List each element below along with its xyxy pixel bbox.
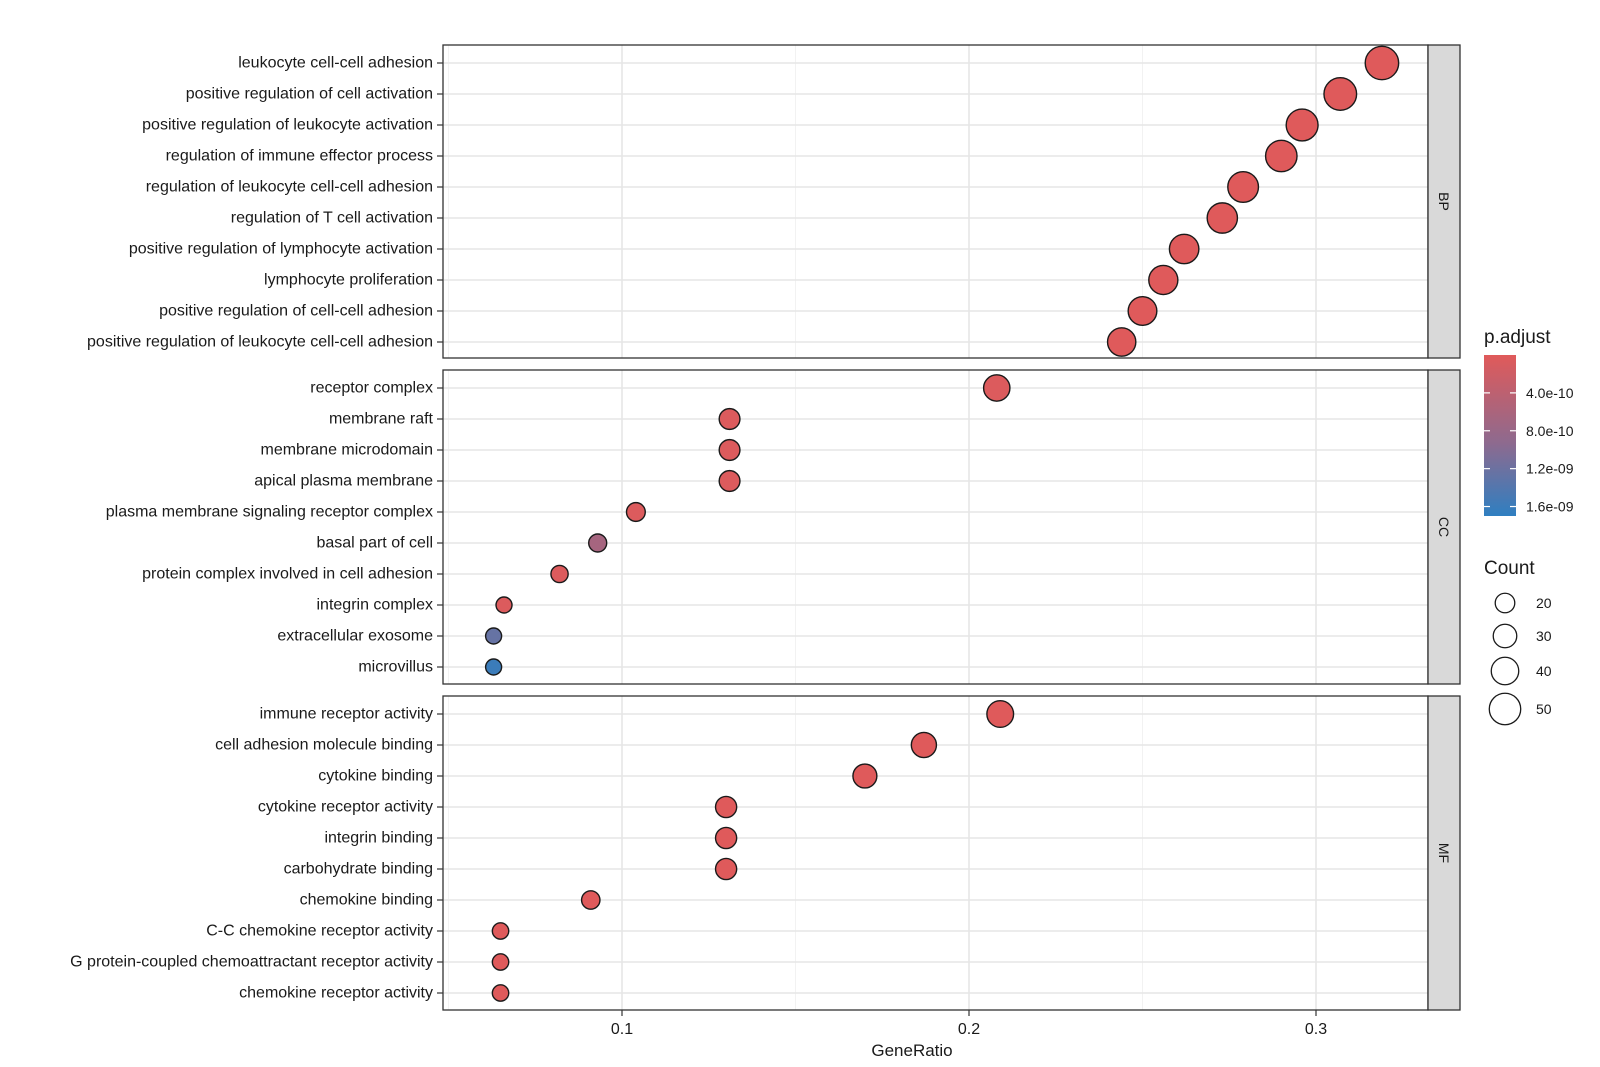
data-point xyxy=(1285,108,1319,142)
data-point xyxy=(714,795,738,819)
facet-strip-label: CC xyxy=(1436,517,1452,537)
size-legend-label: 20 xyxy=(1536,595,1552,611)
y-tick-label: regulation of immune effector process xyxy=(166,148,433,165)
color-legend-label: 8.0e-10 xyxy=(1526,423,1574,439)
data-point xyxy=(550,564,569,584)
y-tick-label: membrane raft xyxy=(329,411,434,428)
y-tick-label: positive regulation of leukocyte cell-ce… xyxy=(87,334,433,351)
size-legend-key xyxy=(1494,592,1516,614)
data-point xyxy=(1264,139,1298,173)
data-point xyxy=(491,922,510,940)
data-point xyxy=(714,826,738,850)
y-tick-label: positive regulation of cell activation xyxy=(186,86,433,103)
data-point xyxy=(718,407,741,431)
data-point xyxy=(852,763,878,789)
size-legend-label: 50 xyxy=(1536,701,1552,717)
facet-strip xyxy=(1427,44,1461,359)
data-point xyxy=(495,596,513,614)
data-point xyxy=(1106,327,1137,357)
y-tick-label: apical plasma membrane xyxy=(254,473,433,490)
data-point xyxy=(491,984,510,1002)
data-point xyxy=(982,374,1011,402)
y-tick-label: lymphocyte proliferation xyxy=(264,272,433,289)
y-tick-label: leukocyte cell-cell adhesion xyxy=(238,55,433,72)
data-point xyxy=(714,857,738,881)
y-tick-label: G protein-coupled chemoattractant recept… xyxy=(70,954,433,971)
panel-background xyxy=(443,370,1428,684)
data-point xyxy=(1323,76,1358,112)
data-point xyxy=(491,953,510,971)
data-point xyxy=(1227,170,1260,204)
x-axis: 0.1 0.2 0.3 xyxy=(611,1010,1327,1038)
y-tick-label: integrin complex xyxy=(317,597,434,614)
facet-strip-label: MF xyxy=(1436,843,1452,863)
y-tick-label: cell adhesion molecule binding xyxy=(215,737,433,754)
color-legend: p.adjust 4.0e-10 8.0e-10 1.2e-09 1.6e-09 xyxy=(1484,327,1574,516)
size-legend-key xyxy=(1492,623,1518,649)
y-tick-label: chemokine binding xyxy=(300,892,433,909)
y-tick-label: carbohydrate binding xyxy=(284,861,433,878)
y-tick-label: integrin binding xyxy=(324,830,433,847)
data-point xyxy=(718,469,741,493)
y-tick-label: basal part of cell xyxy=(316,535,433,552)
y-tick-label: positive regulation of leukocyte activat… xyxy=(142,117,433,134)
size-legend-title: Count xyxy=(1484,558,1535,579)
data-point xyxy=(484,658,503,676)
y-tick-label: microvillus xyxy=(358,659,433,676)
y-tick-label: positive regulation of cell-cell adhesio… xyxy=(159,303,433,320)
size-legend-key xyxy=(1488,692,1522,726)
facet-panel-mf: MF immune receptor activity cell adhesion … xyxy=(70,695,1461,1011)
panel-background xyxy=(443,45,1428,358)
y-tick-label: immune receptor activity xyxy=(260,706,433,723)
y-tick-label: cytokine receptor activity xyxy=(258,799,433,816)
y-tick-label: extracellular exosome xyxy=(277,628,433,645)
y-tick-label: receptor complex xyxy=(310,380,433,397)
data-point xyxy=(1206,202,1239,234)
y-tick-label: protein complex involved in cell adhesio… xyxy=(142,566,433,583)
data-point xyxy=(910,731,938,759)
x-tick-label: 0.3 xyxy=(1305,1021,1327,1038)
y-tick-label: chemokine receptor activity xyxy=(239,985,433,1002)
color-legend-label: 4.0e-10 xyxy=(1526,385,1574,401)
color-bar xyxy=(1484,355,1516,516)
size-legend-label: 40 xyxy=(1536,663,1552,679)
data-point xyxy=(1148,264,1179,296)
y-tick-label: positive regulation of lymphocyte activa… xyxy=(129,241,433,258)
data-point xyxy=(484,627,503,645)
data-point xyxy=(588,533,608,553)
data-point xyxy=(718,438,741,462)
facet-panels: BP leukocyte cell-cell adhesion positive r… xyxy=(70,44,1461,1038)
data-point xyxy=(1168,233,1200,265)
y-tick-label: C-C chemokine receptor activity xyxy=(206,923,433,940)
x-axis-title: GeneRatio xyxy=(871,1041,952,1060)
facet-strip-label: BP xyxy=(1436,192,1452,211)
facet-panel-bp: BP leukocyte cell-cell adhesion positive r… xyxy=(87,44,1461,359)
facet-strip xyxy=(1427,695,1461,1011)
size-legend-label: 30 xyxy=(1536,628,1552,644)
y-tick-label: plasma membrane signaling receptor compl… xyxy=(106,504,433,521)
size-legend-key xyxy=(1490,656,1520,686)
x-tick-label: 0.1 xyxy=(611,1021,633,1038)
color-legend-label: 1.2e-09 xyxy=(1526,461,1574,477)
y-tick-label: membrane microdomain xyxy=(260,442,433,459)
facet-panel-cc: CC receptor complex membrane raft membrane … xyxy=(106,369,1461,685)
x-tick-label: 0.2 xyxy=(958,1021,980,1038)
color-legend-label: 1.6e-09 xyxy=(1526,499,1574,515)
data-point xyxy=(580,890,601,910)
y-tick-label: cytokine binding xyxy=(318,768,433,785)
data-point xyxy=(625,501,646,523)
data-point xyxy=(1364,45,1400,81)
y-tick-label: regulation of T cell activation xyxy=(231,210,433,227)
y-tick-label: regulation of leukocyte cell-cell adhesi… xyxy=(146,179,433,196)
data-point xyxy=(1127,295,1158,327)
data-point xyxy=(986,699,1015,729)
color-legend-title: p.adjust xyxy=(1484,327,1551,348)
facet-strip xyxy=(1427,369,1461,685)
